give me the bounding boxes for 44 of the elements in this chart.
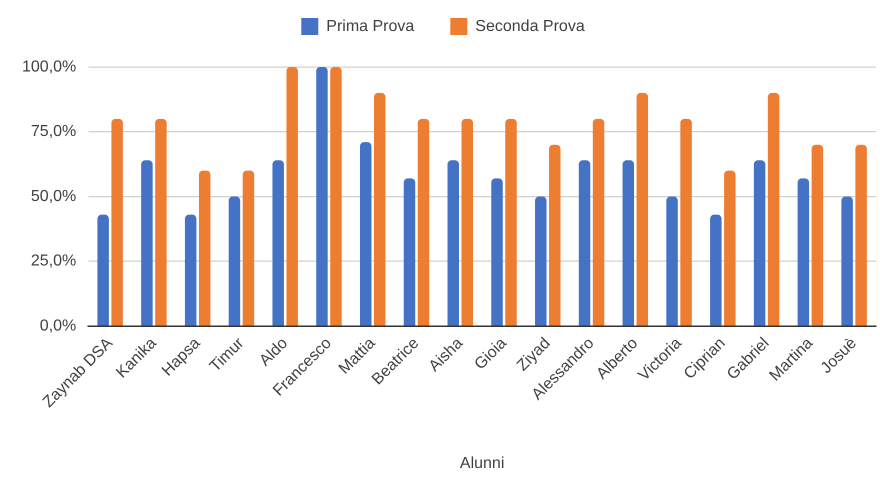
- bar: [505, 118, 517, 326]
- bar: [418, 118, 430, 326]
- y-tick-label: 0,0%: [40, 317, 76, 334]
- bar: [141, 160, 153, 326]
- bar: [462, 118, 473, 326]
- bar: [272, 160, 284, 326]
- bar: [798, 178, 810, 326]
- bar: [198, 170, 210, 326]
- legend-label: Prima Prova: [326, 18, 414, 35]
- y-tick-label: 100,0%: [22, 58, 76, 76]
- bar: [242, 170, 254, 326]
- x-axis-title: Alunni: [460, 454, 504, 472]
- bar: [316, 67, 328, 326]
- bar: [680, 118, 692, 326]
- bar: [768, 92, 780, 326]
- bar: [622, 160, 634, 326]
- bar: [592, 118, 604, 326]
- bar: [286, 67, 298, 326]
- y-tick-label: 50,0%: [30, 188, 76, 205]
- bar: [549, 144, 561, 326]
- bar: [666, 196, 678, 326]
- bar: [710, 214, 722, 326]
- bar: [448, 160, 459, 326]
- bar: [374, 92, 386, 326]
- bar: [184, 214, 196, 326]
- y-tick-label: 75,0%: [30, 123, 76, 140]
- bar: [578, 160, 590, 326]
- bar: [724, 170, 736, 326]
- bar: [636, 92, 648, 326]
- bar: [360, 142, 372, 326]
- y-tick-label: 25,0%: [30, 252, 76, 270]
- bar: [535, 196, 547, 326]
- bar: [111, 118, 123, 326]
- legend-label: Seconda Prova: [475, 18, 585, 35]
- bar: [754, 160, 766, 326]
- bar: [812, 144, 824, 326]
- bar: [404, 178, 416, 326]
- bar: [155, 118, 167, 326]
- bar: [491, 178, 503, 326]
- bar: [97, 214, 109, 326]
- bar: [855, 144, 867, 326]
- bar: [841, 196, 853, 326]
- bar: [330, 67, 342, 326]
- bar: [228, 196, 240, 326]
